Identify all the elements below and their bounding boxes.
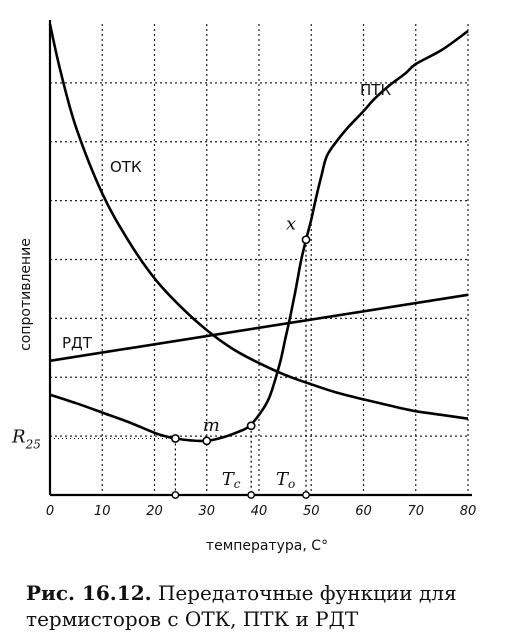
figure-caption: Рис. 16.12. Передаточные функции для тер… <box>26 580 496 632</box>
curve-point <box>170 434 180 443</box>
curve-label-ptk: ПТК <box>360 81 391 99</box>
curve-otk <box>48 23 469 420</box>
x-tick-label: 40 <box>251 504 268 519</box>
to-label: To <box>276 469 295 491</box>
curve-point <box>246 421 256 431</box>
x-tick-label: 0 <box>46 504 54 519</box>
caption-label: Рис. 16.12. <box>26 581 152 605</box>
x-tick-label: 50 <box>303 504 320 519</box>
curve-label-otk: ОТК <box>110 158 142 176</box>
axis-point <box>171 491 180 499</box>
marks <box>50 235 311 499</box>
x-tick-label: 80 <box>460 504 477 519</box>
axis-point <box>302 491 310 499</box>
curve-point <box>301 235 311 245</box>
x-tick-label: 60 <box>355 504 372 519</box>
axis-point <box>247 491 256 499</box>
caption-text: Передаточные функции для термисторов с О… <box>26 581 457 631</box>
chart: 0 10 20 30 40 50 60 70 80 температура, C° сопротив… <box>11 20 476 554</box>
m-label: m <box>203 415 220 436</box>
x-point-label: x <box>286 214 296 235</box>
r25-label: R25 <box>11 426 41 451</box>
x-tick-label: 70 <box>407 504 424 519</box>
y-axis-label: сопротивление <box>18 238 34 351</box>
curve-point <box>202 436 212 446</box>
x-tick-label: 10 <box>94 504 111 519</box>
curve-rdt <box>49 293 469 363</box>
labels: 0 10 20 30 40 50 60 70 80 температура, C° сопротив… <box>11 81 476 554</box>
curves <box>48 23 469 443</box>
curve-label-rdt: РДТ <box>62 334 93 352</box>
tc-label: Tc <box>222 469 241 491</box>
x-tick-label: 30 <box>198 504 215 519</box>
axes <box>48 20 472 497</box>
x-tick-label: 20 <box>146 504 163 519</box>
x-axis-label: температура, C° <box>206 538 328 554</box>
curve-ptk <box>49 30 469 443</box>
grid <box>50 24 469 495</box>
